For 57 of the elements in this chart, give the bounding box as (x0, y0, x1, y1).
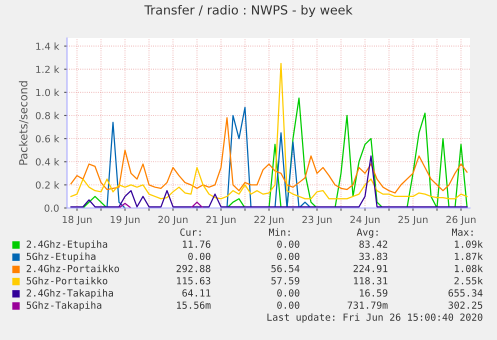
text: 0.00 (277, 301, 300, 309)
text: 64.11 (182, 289, 210, 297)
text: 0.00 (277, 289, 300, 297)
legend-label: 2.4Ghz-Etupiha (26, 240, 108, 250)
legend-label: 2.4Ghz-Portaikko (26, 264, 119, 272)
text: 1.08k (454, 264, 483, 272)
line-series (70, 62, 468, 200)
text: 292.88 (176, 264, 210, 272)
text: Min: (268, 228, 290, 236)
text: 15.56m (177, 301, 211, 309)
text: Cur: (180, 228, 201, 236)
text: 731.79m (348, 301, 388, 309)
text: 16.59 (360, 289, 388, 297)
legend-label: 5Ghz-Etupiha (26, 252, 96, 262)
x-tick-label: 22 Jun (254, 216, 284, 225)
x-tick-label: 23 Jun (302, 216, 332, 225)
y-tick-label: 0.8 k (36, 112, 60, 120)
line-series (70, 117, 468, 194)
text: 0.00 (277, 240, 300, 248)
text: 83.42 (359, 240, 388, 248)
x-tick-label: 26 Jun (446, 216, 476, 225)
text: Avg: (356, 228, 378, 238)
text: 115.63 (177, 277, 210, 284)
y-tick-label: 0.2 k (36, 181, 60, 189)
text: 1.87k (454, 252, 483, 260)
x-tick-label: 18 Jun (62, 216, 92, 225)
text: 224.91 (354, 264, 388, 272)
x-tick-label: 20 Jun (158, 216, 188, 225)
y-tick-label: 1.2 k (36, 66, 60, 73)
text: 57.59 (271, 277, 300, 284)
text: 0.00 (188, 252, 210, 260)
y-tick-label: 0.6 k (36, 134, 60, 142)
text: 118.31 (354, 277, 388, 284)
x-tick-label: 19 Jun (110, 216, 140, 225)
line-series (70, 155, 468, 208)
legend-label: 5Ghz-Portaikko (26, 276, 108, 284)
text: 1.09k (454, 240, 483, 248)
text: 2.55k (454, 276, 483, 284)
legend-label: 5Ghz-Takapiha (26, 301, 102, 311)
legend-label: 2.4Ghz-Takapiha (26, 289, 113, 299)
x-tick-label: 25 Jun (398, 216, 428, 225)
y-axis-title: Packets/second (18, 81, 28, 165)
x-tick-label: 21 Jun (206, 216, 236, 225)
y-tick-label: 0.0 (44, 204, 59, 212)
y-tick-label: 1.4 k (36, 42, 60, 50)
text: 655.34 (448, 289, 483, 297)
text: 33.83 (359, 252, 388, 260)
y-tick-label: 0.4 k (36, 158, 60, 166)
x-tick-label: 24 Jun (350, 216, 380, 225)
text: Last update: Fri Jun 26 15:00:40 2020 (267, 313, 482, 323)
chart-title: Transfer / radio : NWPS - by week (144, 4, 353, 18)
text: 11.76 (182, 240, 210, 248)
text: 302.25 (448, 301, 482, 309)
text: Max: (452, 228, 473, 236)
y-tick-label: 1.0 k (36, 88, 60, 96)
text: 56.54 (271, 264, 300, 272)
text: 0.00 (277, 252, 300, 260)
